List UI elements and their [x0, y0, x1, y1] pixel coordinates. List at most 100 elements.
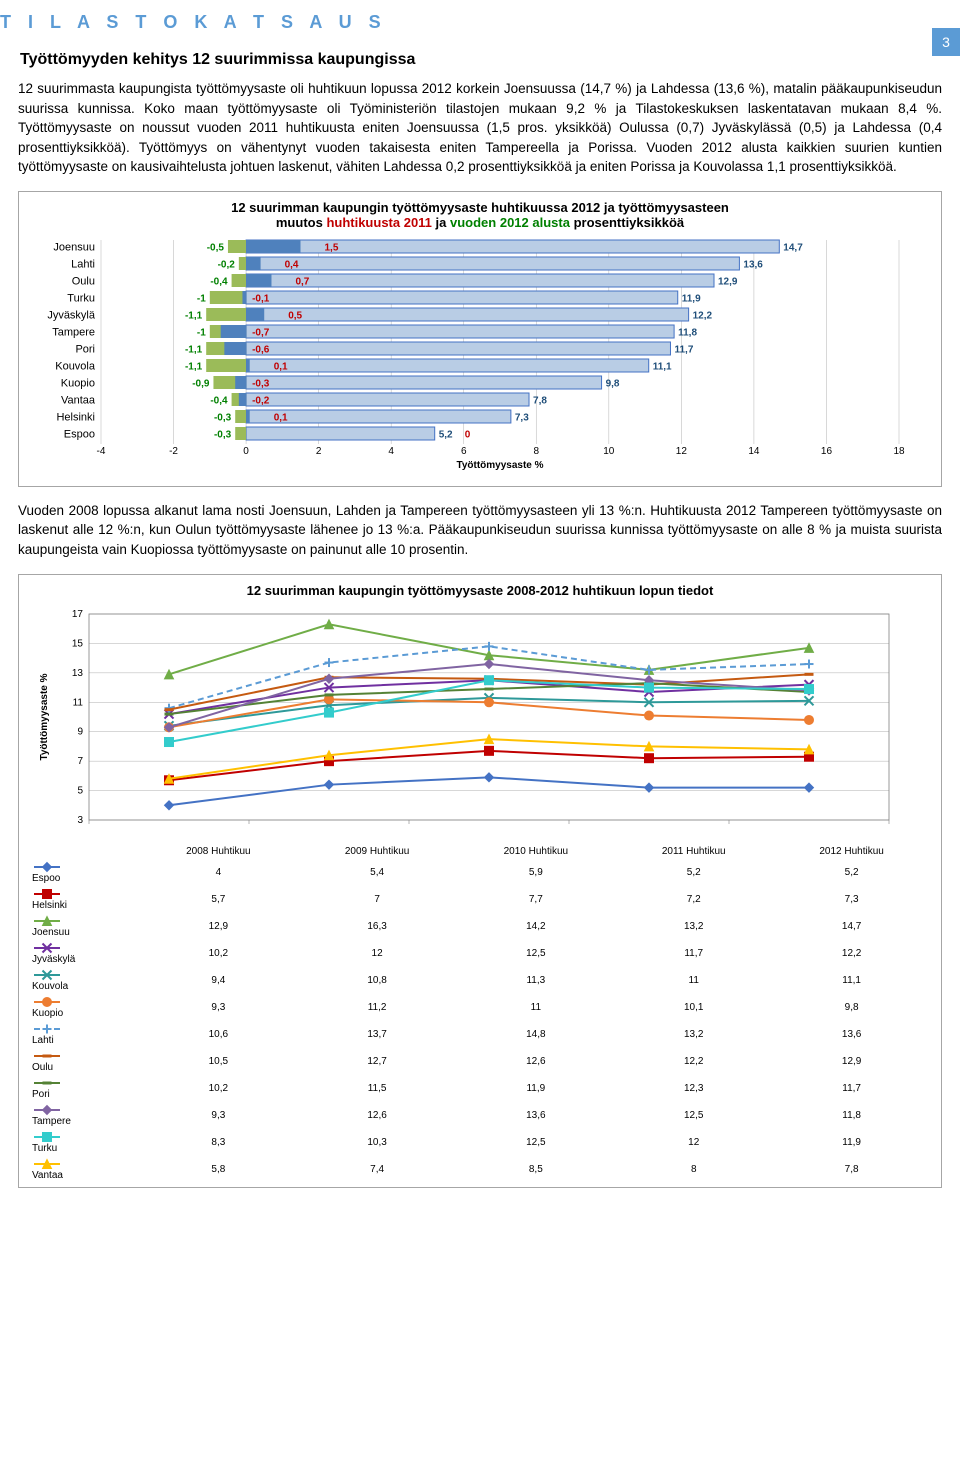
svg-text:Helsinki: Helsinki [56, 411, 95, 423]
chart2-legend-row: Lahti10,613,714,813,213,6 [29, 1021, 931, 1048]
chart2-cell: 16,3 [298, 913, 457, 940]
chart2-series-name: Kuopio [32, 1008, 63, 1019]
svg-text:Kuopio: Kuopio [61, 377, 95, 389]
chart2-series-name: Turku [32, 1143, 57, 1154]
chart2-series-name: Espoo [32, 873, 60, 884]
chart2-cell: 7,2 [615, 886, 772, 913]
paragraph-2: Vuoden 2008 lopussa alkanut lama nosti J… [18, 501, 942, 560]
paragraph-1: 12 suurimmasta kaupungista työttömyysast… [18, 79, 942, 177]
svg-text:-0,4: -0,4 [210, 276, 228, 287]
chart2-legend-table: 2008 Huhtikuu2009 Huhtikuu2010 Huhtikuu2… [29, 844, 931, 1183]
svg-text:Kouvola: Kouvola [55, 360, 96, 372]
svg-text:Turku: Turku [67, 292, 95, 304]
svg-text:-0,7: -0,7 [252, 327, 270, 338]
svg-text:14: 14 [748, 446, 760, 457]
svg-text:17: 17 [72, 609, 84, 620]
svg-text:1,5: 1,5 [325, 242, 339, 253]
chart2-cell: 12 [615, 1129, 772, 1156]
svg-text:16: 16 [821, 446, 833, 457]
chart2-cell: 7,3 [772, 886, 931, 913]
svg-text:-0,3: -0,3 [214, 412, 232, 423]
chart2-cell: 13,2 [615, 913, 772, 940]
chart2-series-name: Pori [32, 1089, 50, 1100]
chart2-cell: 5,2 [772, 859, 931, 886]
chart1-title-2b: ja [432, 215, 450, 230]
chart2-cell: 9,3 [139, 1102, 298, 1129]
chart2-col-header: 2009 Huhtikuu [298, 844, 457, 859]
svg-text:13: 13 [72, 667, 84, 678]
chart1-title-green: vuoden 2012 alusta [450, 215, 570, 230]
chart2-title: 12 suurimman kaupungin työttömyysaste 20… [29, 583, 931, 598]
svg-text:5,2: 5,2 [439, 429, 453, 440]
svg-text:-1: -1 [197, 327, 206, 338]
svg-text:8: 8 [533, 446, 539, 457]
svg-text:-0,3: -0,3 [252, 378, 270, 389]
chart2-cell: 14,7 [772, 913, 931, 940]
chart2-cell: 5,9 [456, 859, 615, 886]
chart2-series-name: Kouvola [32, 981, 68, 992]
chart2-legend-row: Kuopio9,311,21110,19,8 [29, 994, 931, 1021]
chart2-cell: 11 [615, 967, 772, 994]
chart2-cell: 11 [456, 994, 615, 1021]
chart2-container: 12 suurimman kaupungin työttömyysaste 20… [18, 574, 942, 1188]
chart2-cell: 13,6 [772, 1021, 931, 1048]
svg-text:-1,1: -1,1 [185, 361, 203, 372]
chart2-cell: 5,8 [139, 1156, 298, 1183]
svg-text:-1,1: -1,1 [185, 310, 203, 321]
svg-text:12: 12 [676, 446, 688, 457]
section-title: Työttömyyden kehitys 12 suurimmissa kaup… [20, 51, 960, 69]
svg-text:15: 15 [72, 638, 84, 649]
svg-text:0,4: 0,4 [285, 259, 299, 270]
chart2-cell: 7 [298, 886, 457, 913]
svg-text:-2: -2 [169, 446, 178, 457]
chart2-cell: 12,5 [615, 1102, 772, 1129]
chart2-series-name: Vantaa [32, 1170, 63, 1181]
chart2-cell: 12,7 [298, 1048, 457, 1075]
chart2-cell: 10,8 [298, 967, 457, 994]
chart2-cell: 10,1 [615, 994, 772, 1021]
svg-text:0: 0 [243, 446, 249, 457]
page-header: T I L A S T O K A T S A U S 3 [0, 0, 960, 37]
svg-text:Espoo: Espoo [64, 428, 95, 440]
svg-text:Joensuu: Joensuu [53, 241, 95, 253]
svg-text:7,3: 7,3 [515, 412, 529, 423]
chart1-title-2a: muutos [276, 215, 327, 230]
chart1-container: 12 suurimman kaupungin työttömyysaste hu… [18, 191, 942, 487]
brand-text: T I L A S T O K A T S A U S [0, 0, 960, 37]
chart2-cell: 12,9 [139, 913, 298, 940]
chart2-cell: 12,2 [615, 1048, 772, 1075]
chart2-series-name: Oulu [32, 1062, 53, 1073]
svg-text:Oulu: Oulu [72, 275, 95, 287]
chart2-cell: 7,8 [772, 1156, 931, 1183]
chart2-cell: 11,8 [772, 1102, 931, 1129]
svg-text:12,9: 12,9 [718, 276, 738, 287]
svg-text:Pori: Pori [75, 343, 95, 355]
chart2-cell: 7,4 [298, 1156, 457, 1183]
chart2-cell: 14,8 [456, 1021, 615, 1048]
chart2-col-header: 2010 Huhtikuu [456, 844, 615, 859]
chart2-legend-row: Turku8,310,312,51211,9 [29, 1129, 931, 1156]
chart2-cell: 5,4 [298, 859, 457, 886]
svg-text:0,7: 0,7 [295, 276, 309, 287]
svg-text:0,1: 0,1 [274, 361, 288, 372]
svg-text:11,7: 11,7 [674, 344, 693, 355]
svg-text:6: 6 [461, 446, 467, 457]
svg-text:Lahti: Lahti [71, 258, 95, 270]
svg-text:-0,1: -0,1 [252, 293, 270, 304]
chart2-cell: 12,2 [772, 940, 931, 967]
svg-text:-0,2: -0,2 [218, 259, 236, 270]
chart2-cell: 11,2 [298, 994, 457, 1021]
svg-text:3: 3 [77, 815, 83, 826]
svg-text:5: 5 [77, 785, 83, 796]
svg-text:-0,3: -0,3 [214, 429, 232, 440]
svg-text:Tampere: Tampere [52, 326, 95, 338]
chart2-legend-row: Espoo45,45,95,25,2 [29, 859, 931, 886]
chart2-cell: 10,5 [139, 1048, 298, 1075]
svg-text:11,1: 11,1 [653, 361, 672, 372]
svg-text:-0,6: -0,6 [252, 344, 270, 355]
chart2-cell: 12,3 [615, 1075, 772, 1102]
chart2-cell: 8,3 [139, 1129, 298, 1156]
chart2-series-name: Lahti [32, 1035, 54, 1046]
chart2-cell: 13,2 [615, 1021, 772, 1048]
chart1-title-red: huhtikuusta 2011 [326, 215, 431, 230]
